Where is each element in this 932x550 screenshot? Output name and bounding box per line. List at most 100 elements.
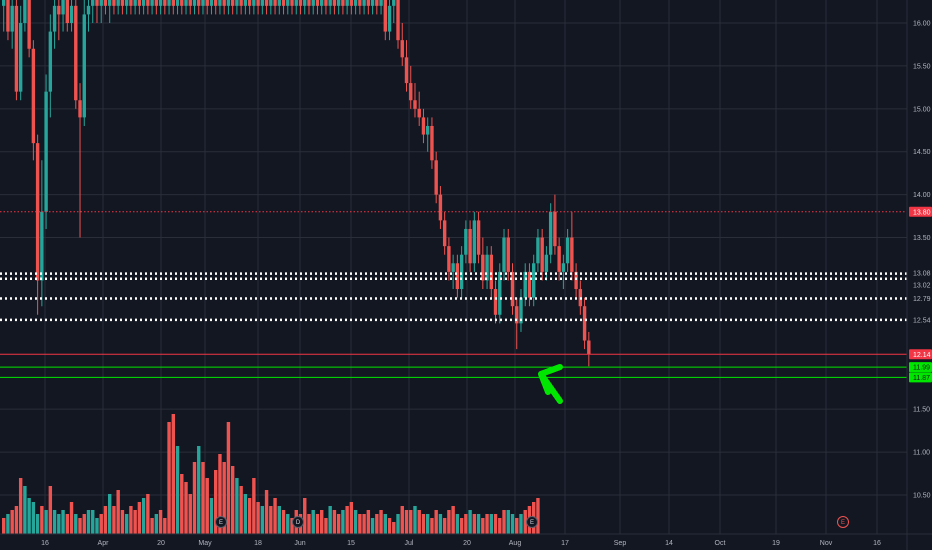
price-tag-label: 12.54 <box>913 317 931 324</box>
volume-bar <box>468 510 472 534</box>
volume-bar <box>392 522 396 534</box>
volume-bar <box>201 462 205 534</box>
candle <box>540 228 544 281</box>
candle <box>86 0 91 32</box>
candle <box>209 0 214 15</box>
volume-bar <box>214 470 218 534</box>
price-tag-label: 13.80 <box>913 209 931 216</box>
volume-bar <box>519 514 523 534</box>
price-tick-label: 11.50 <box>913 407 930 414</box>
volume-bar <box>222 462 226 534</box>
volume-bars <box>2 414 540 534</box>
volume-bar <box>91 510 95 534</box>
candle <box>281 0 286 15</box>
price-axis[interactable]: 16.00 15.50 15.00 14.50 14.00 13.50 11.50 11.00… <box>909 21 932 500</box>
candle <box>129 0 133 15</box>
time-tick-label: 16 <box>873 540 881 547</box>
price-tag-label: 12.14 <box>913 352 931 359</box>
event-marker[interactable]: D <box>292 516 304 528</box>
candle <box>353 0 358 15</box>
candle <box>260 0 265 15</box>
volume-bar <box>264 490 269 534</box>
price-tick-label: 14.50 <box>913 149 931 156</box>
volume-bar <box>481 518 485 534</box>
volume-bar <box>6 514 10 534</box>
candle <box>426 117 430 152</box>
candle <box>256 0 260 15</box>
candle <box>400 23 404 66</box>
candle <box>61 0 65 32</box>
candle <box>455 254 460 298</box>
time-axis[interactable]: 16 Apr 20 May 18 Jun 15 Jul 20 Aug 17 Sep 14 Oct 19 Nov… <box>41 540 881 547</box>
candle <box>167 0 171 15</box>
volume-bar <box>247 498 252 534</box>
volume-bar <box>396 514 400 534</box>
event-marker[interactable]: E <box>526 516 538 528</box>
candle <box>205 0 209 15</box>
volume-bar <box>163 518 167 534</box>
candle <box>269 0 273 15</box>
volume-bar <box>103 506 108 534</box>
volume-bar <box>65 514 69 534</box>
candle <box>175 0 180 15</box>
candle <box>197 0 201 15</box>
time-tick-label: 15 <box>347 540 355 547</box>
candle <box>214 0 218 15</box>
volume-bar <box>154 514 159 534</box>
volume-bar <box>493 514 498 534</box>
volume-bar <box>48 486 53 534</box>
volume-bar <box>31 502 36 534</box>
volume-bar <box>349 502 354 534</box>
event-marker[interactable]: E <box>215 516 227 528</box>
volume-bar <box>184 482 188 534</box>
candle <box>10 0 14 49</box>
candle <box>336 0 341 15</box>
price-tick-label: 16.00 <box>913 21 931 28</box>
volume-bar <box>387 518 392 534</box>
candle <box>570 211 574 281</box>
candle <box>180 0 184 15</box>
candle <box>184 0 188 15</box>
time-tick-label: Sep <box>614 540 627 547</box>
volume-bar <box>171 414 175 534</box>
candle <box>392 0 396 23</box>
volume-bar <box>180 474 184 534</box>
volume-bar <box>426 514 430 534</box>
candle <box>239 0 243 15</box>
candle <box>434 151 438 204</box>
candle <box>345 0 349 15</box>
annotation <box>538 364 563 404</box>
price-tag <box>909 280 932 290</box>
price-tag-label: 11.99 <box>913 365 930 372</box>
candle <box>120 0 125 15</box>
candle <box>366 0 371 15</box>
candle <box>192 0 197 15</box>
svg-text:E: E <box>219 520 223 526</box>
volume-bar <box>383 514 387 534</box>
event-marker[interactable]: E <box>837 516 849 528</box>
volume-bar <box>315 514 320 534</box>
price-tag-label: 12.79 <box>913 296 931 303</box>
volume-bar <box>273 498 277 534</box>
time-tick-label: Apr <box>98 540 110 547</box>
candle <box>324 0 328 15</box>
candle <box>502 228 506 281</box>
candle <box>485 246 489 290</box>
candle <box>413 83 417 118</box>
candle <box>146 0 150 15</box>
candle <box>163 0 167 15</box>
candle <box>362 0 366 15</box>
time-tick-label: Jul <box>405 540 414 547</box>
candle <box>582 297 587 350</box>
time-tick-label: Aug <box>509 540 522 547</box>
candle <box>112 0 116 15</box>
candle <box>230 0 235 15</box>
volume-bar <box>78 518 82 534</box>
volume-bar <box>286 514 290 534</box>
candle <box>464 220 468 264</box>
volume-bar <box>35 514 40 534</box>
candle <box>235 0 239 15</box>
